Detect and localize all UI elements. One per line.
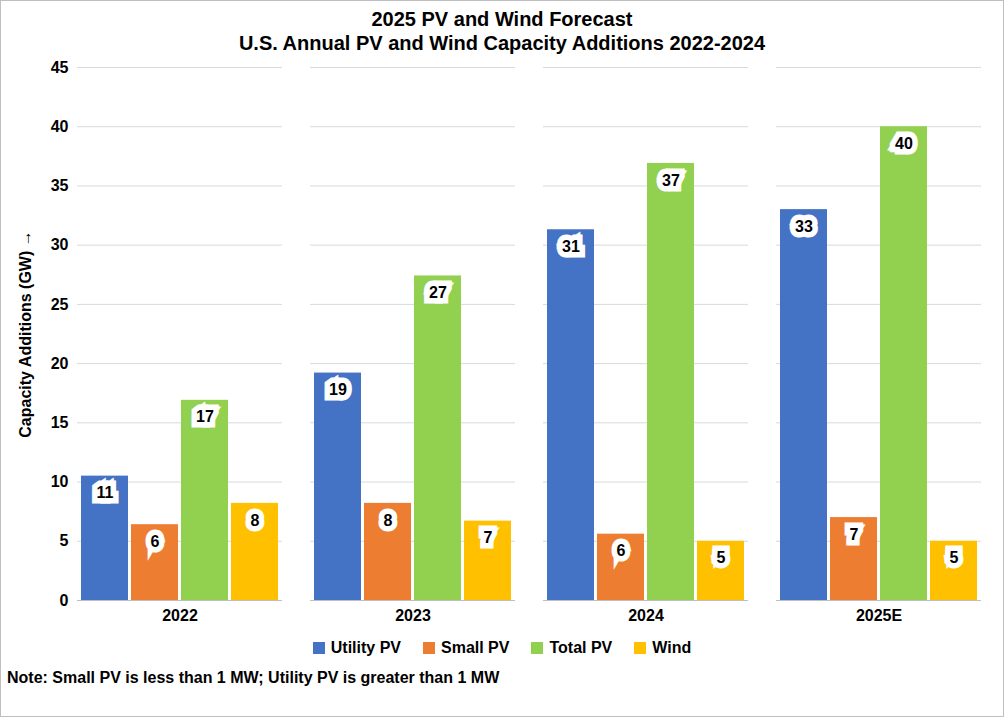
svg-text:8: 8 — [251, 511, 260, 528]
svg-text:25: 25 — [51, 296, 69, 313]
svg-text:40: 40 — [895, 135, 913, 152]
svg-text:Capacity Additions (GW) →: Capacity Additions (GW) → — [17, 230, 34, 437]
svg-text:5: 5 — [950, 549, 959, 566]
html-text:Small PV: Small PV — [441, 639, 510, 656]
svg-text:17: 17 — [196, 408, 214, 425]
svg-text:45: 45 — [51, 59, 69, 76]
html-text:Note: Small PV is less than 1: Note: Small PV is less than 1 MW; Utilit… — [7, 669, 500, 686]
svg-text:6: 6 — [151, 533, 160, 550]
svg-text:19: 19 — [329, 381, 347, 398]
html-text:2025 PV and Wind Forecast: 2025 PV and Wind Forecast — [371, 8, 633, 30]
svg-text:8: 8 — [384, 511, 393, 528]
svg-text:11: 11 — [97, 484, 114, 501]
html-text:U.S. Annual PV and Wind Capaci: U.S. Annual PV and Wind Capacity Additio… — [238, 32, 766, 54]
svg-text:30: 30 — [51, 236, 69, 253]
svg-text:40: 40 — [51, 118, 69, 135]
svg-text:2022: 2022 — [162, 607, 198, 624]
svg-text:7: 7 — [484, 529, 493, 546]
svg-text:2023: 2023 — [395, 607, 431, 624]
svg-text:0: 0 — [60, 592, 69, 609]
html-text:Wind: Wind — [652, 639, 692, 656]
svg-text:27: 27 — [429, 284, 447, 301]
svg-text:6: 6 — [617, 542, 626, 559]
svg-text:10: 10 — [51, 473, 69, 490]
svg-text:15: 15 — [51, 414, 69, 431]
svg-text:33: 33 — [795, 218, 813, 235]
svg-text:7: 7 — [850, 526, 859, 543]
html-text:Total PV: Total PV — [549, 639, 613, 656]
html-text:Utility PV: Utility PV — [330, 639, 401, 656]
svg-text:5: 5 — [717, 549, 726, 566]
svg-text:35: 35 — [51, 177, 69, 194]
svg-text:2024: 2024 — [628, 607, 664, 624]
svg-text:20: 20 — [51, 355, 69, 372]
svg-text:31: 31 — [562, 238, 580, 255]
svg-text:5: 5 — [60, 532, 69, 549]
svg-text:37: 37 — [662, 172, 680, 189]
svg-text:2025E: 2025E — [856, 607, 903, 624]
